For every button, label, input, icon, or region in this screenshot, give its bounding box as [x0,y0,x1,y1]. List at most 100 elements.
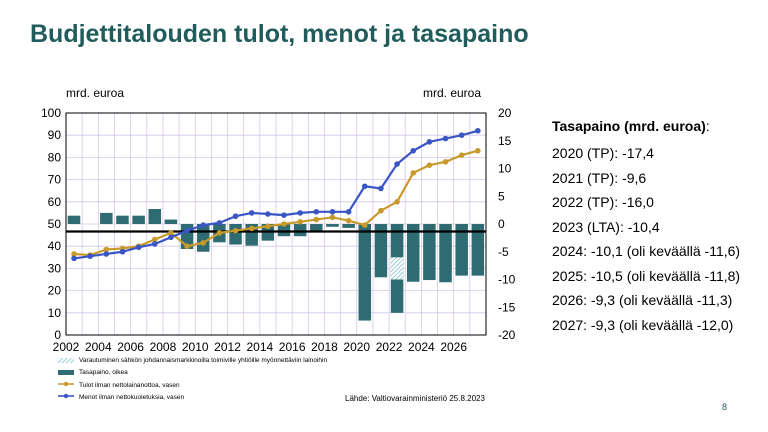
balance-bar [293,224,307,237]
menot-point [87,253,93,259]
y-left-tick-label: 80 [48,150,62,164]
y-right-tick-label: 0 [498,217,505,231]
tulot-point [361,222,368,228]
legend-item-tulot: Tulot ilman nettolainanottoa, vasen [58,381,180,389]
tulot-point [265,223,271,230]
plot-frame [65,112,487,336]
menot-point [265,211,271,217]
tulot-point [378,207,384,214]
menot-point [119,248,126,255]
menot-point [475,127,481,134]
balance-bar [132,215,145,224]
balance-bar [229,224,242,245]
legend-label-hatched: Varautuminen sähkön johdannaismarkkinoil… [79,357,328,364]
menot-point [71,255,77,262]
tulot-point [458,152,465,158]
y-right-tick-label: -15 [498,300,516,314]
balance-bar [455,224,468,276]
balance-bar [67,215,81,224]
y-left-tick-label: 100 [41,106,61,120]
y-right-tick-label: -5 [498,245,509,259]
balance-bar [358,224,372,321]
y-right-tick-label: -20 [498,328,516,342]
y-right-tick-label: 15 [498,134,512,148]
balance-line: 2022 (TP): -16,0 [552,194,654,210]
x-tick-label: 2004 [85,340,112,354]
balance-bar [342,224,355,228]
balance-line: 2025: -10,5 (oli keväällä -11,8) [552,267,741,284]
menot-point [200,222,207,228]
balance-bar [100,212,113,224]
legend-label-balance: Tasapaino, oikea [79,369,128,376]
bar-swatch [58,370,74,375]
y-left-tick-label: 60 [48,195,62,209]
balance-line: 2024: -10,1 (oli keväällä -11,6) [552,243,741,259]
line-series [71,127,481,262]
tulot-point [410,170,417,176]
legend-item-menot: Menot ilman nettokuoletuksia, vasen [58,393,184,401]
balance-panel: Tasapaino (mrd. euroa): 2020 (TP): -17,4… [552,118,740,337]
x-tick-label: 2022 [376,340,403,354]
y-left-tick-label: 30 [48,261,62,275]
balance-bar [471,224,485,276]
hatch-swatch [58,358,74,363]
balance-line: 2026: -9,3 (oli keväällä -11,3) [552,292,733,308]
menot-point [248,210,255,216]
y-right-tick-label: 20 [498,106,512,120]
tulot-point [151,236,158,243]
y-right-tick-label: 10 [498,162,512,176]
balance-line: 2021 (TP): -9,6 [552,169,647,186]
legend-item-hatched: Varautuminen sähkön johdannaismarkkinoil… [58,357,327,364]
tulot-point [248,225,255,232]
balance-bar [326,224,339,227]
y-left-tick-label: 40 [48,239,62,253]
tulot-swatch [58,381,74,389]
y-left-tick-label: 0 [54,328,61,342]
menot-point [216,220,223,226]
y-left-tick-label: 70 [48,173,62,187]
balance-bar [164,219,178,224]
balance-bar [374,224,388,278]
axis-ticks: 0 10 20 30 40 50 60 70 80 90 100 -20 -15 -10 -5 0 5 10 15 2… [41,106,516,354]
page-number: 8 [722,402,728,412]
x-tick-label: 2008 [150,340,177,354]
balance-bar-excl-loans [390,224,404,258]
tulot-point [442,159,449,165]
x-tick-label: 2010 [182,340,209,354]
balance-bar [406,224,420,282]
x-tick-label: 2018 [311,340,338,354]
menot-point [232,213,239,220]
menot-point [313,208,320,215]
tulot-point [232,227,239,234]
legend-label-menot: Menot ilman nettokuoletuksia, vasen [79,393,185,401]
x-tick-label: 2012 [214,340,241,354]
tulot-point [345,217,352,224]
menot-swatch [58,393,74,401]
balance-bar [310,224,323,232]
tulot-point [313,216,320,223]
tulot-point [281,221,287,227]
legend-item-balance: Tasapaino, oikea [58,369,128,376]
tulot-point [426,162,433,168]
y-left-tick-label: 10 [48,306,62,320]
left-axis-unit: mrd. euroa [66,86,125,100]
x-tick-label: 2002 [53,340,80,354]
menot-point [458,132,465,138]
balance-bar [277,224,291,237]
menot-point [410,147,417,154]
balance-bar [439,224,452,283]
y-left-tick-label: 50 [48,217,62,231]
tulot-point [71,251,77,257]
slide-title: Budjettitalouden tulot, menot ja tasapai… [30,20,529,48]
tulot-point [103,246,110,253]
x-tick-label: 2016 [279,340,306,354]
menot-point [442,135,449,142]
balance-line: 2023 (LTA): -10,4 [552,218,660,235]
balance-line: 2020 (TP): -17,4 [552,145,654,161]
x-tick-label: 2014 [246,340,273,354]
balance-line: 2027: -9,3 (oli keväällä -12,0) [552,316,734,333]
right-axis-unit: mrd. euroa [423,86,482,100]
balance-heading: Tasapaino (mrd. euroa): [552,118,710,134]
source-note: Lähde: Valtiovarainministeriö 25.8.2023 [345,394,485,403]
tulot-point [216,230,223,236]
